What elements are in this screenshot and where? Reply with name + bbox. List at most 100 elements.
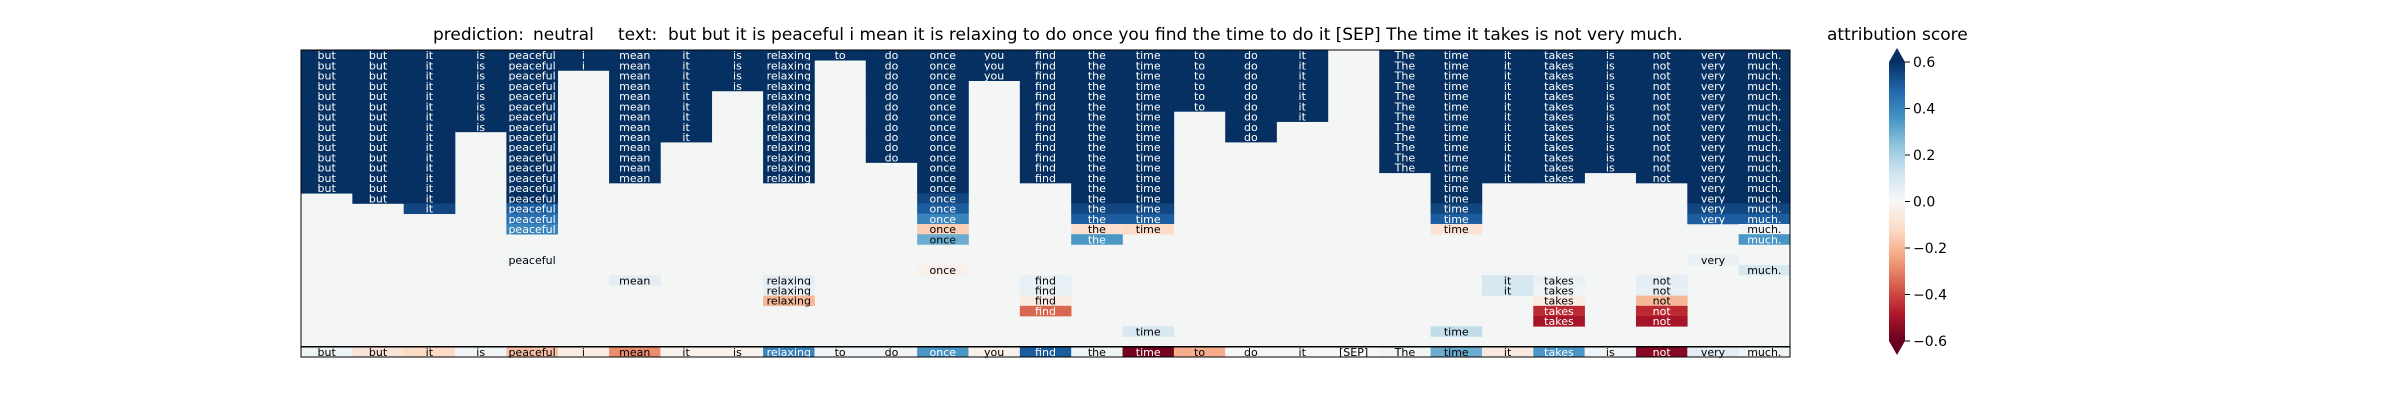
heatmap-cell-label: not (1653, 305, 1672, 318)
heatmap-cell (1276, 60, 1329, 71)
heatmap-cell-label: it (426, 192, 434, 205)
heatmap-cell-label: it (426, 111, 434, 124)
heatmap-cell (1276, 90, 1329, 102)
heatmap-cell (763, 101, 815, 112)
text-prefix: text: (618, 25, 657, 45)
heatmap-cell-label: much. (1747, 121, 1781, 134)
heatmap-cell-label: peaceful (508, 254, 555, 267)
heatmap-cell (1430, 142, 1483, 153)
heatmap-cell (1584, 70, 1637, 81)
heatmap-cell-label: it (426, 151, 434, 164)
heatmap-cell-label: peaceful (508, 213, 555, 226)
heatmap-cell (506, 172, 559, 184)
heatmap-cell (1533, 152, 1585, 163)
token-row-cell (1276, 346, 1329, 357)
heatmap-cell-label: do (885, 49, 899, 62)
heatmap-cell-label: much. (1747, 213, 1781, 226)
heatmap-cell (301, 183, 353, 194)
heatmap-cell-label: it (1504, 141, 1512, 154)
heatmap-cell-label: relaxing (767, 100, 811, 113)
heatmap-cell (1430, 152, 1483, 163)
heatmap-cell (1481, 131, 1534, 143)
heatmap-cell (1122, 162, 1175, 174)
heatmap-cell (1533, 142, 1585, 153)
heatmap-cell-label: do (885, 100, 899, 113)
heatmap-cell-label: the (1088, 70, 1106, 83)
heatmap-cell-label: not (1653, 172, 1672, 185)
heatmap-cell (1687, 111, 1739, 122)
heatmap-cell (1738, 131, 1791, 143)
heatmap-cell (1019, 142, 1072, 153)
heatmap-cell (557, 50, 610, 61)
heatmap-cell-label: once (930, 131, 957, 144)
prediction-prefix: prediction: (433, 25, 524, 45)
heatmap-cell (506, 111, 559, 122)
colorbar-tick-label: 0.6 (1913, 55, 1935, 71)
heatmap-cell-label: peaceful (508, 162, 555, 175)
token-row-cell (1533, 346, 1585, 357)
heatmap-cell-label: but (369, 121, 388, 134)
heatmap-cell-label: it (1299, 59, 1307, 72)
heatmap-cell (1481, 90, 1534, 102)
heatmap-cell (1019, 90, 1072, 102)
heatmap-cell (1225, 131, 1277, 143)
heatmap-cell (1635, 275, 1688, 286)
heatmap-cell (1430, 223, 1483, 235)
heatmap-cell-label: time (1136, 90, 1161, 103)
heatmap-cell (1122, 152, 1175, 163)
heatmap-cell-label: i (582, 59, 585, 72)
heatmap-cell (1379, 90, 1431, 102)
heatmap-cell (711, 70, 764, 81)
heatmap-cell-label: not (1653, 90, 1672, 103)
heatmap-cell (403, 80, 456, 92)
heatmap-cell-label: very (1701, 111, 1726, 124)
heatmap-cell (1687, 254, 1739, 266)
heatmap-cell-label: it (1504, 59, 1512, 72)
heatmap-cell-label: time (1444, 100, 1469, 113)
heatmap-cell-label: the (1088, 141, 1106, 154)
heatmap-cell-label: peaceful (508, 223, 555, 236)
heatmap-cell (609, 80, 661, 92)
heatmap-cell-label: do (885, 141, 899, 154)
heatmap-cell-label: once (930, 49, 957, 62)
heatmap-cell (917, 223, 969, 235)
heatmap-cell (609, 90, 661, 102)
token-row-cell (1430, 346, 1483, 357)
heatmap-cell-label: The (1394, 131, 1416, 144)
token-row-cell (1584, 346, 1637, 357)
heatmap-cell-label: the (1088, 80, 1106, 93)
token-row-label: is (733, 346, 742, 359)
heatmap-cell-label: find (1035, 80, 1056, 93)
heatmap-cell-label: The (1394, 49, 1416, 62)
heatmap-cell (403, 131, 456, 143)
heatmap-cell-label: time (1444, 111, 1469, 124)
heatmap-cell-label: not (1653, 100, 1672, 113)
heatmap-cell (352, 50, 404, 61)
heatmap-cell (506, 121, 559, 133)
heatmap-cell (506, 152, 559, 163)
heatmap-cell-label: very (1701, 213, 1726, 226)
heatmap-cell (455, 50, 507, 61)
heatmap-cell-label: to (1194, 90, 1205, 103)
heatmap-cell-label: The (1394, 80, 1416, 93)
heatmap-cell (352, 90, 404, 102)
heatmap-cell (1635, 60, 1688, 71)
heatmap-cell-label: it (1504, 49, 1512, 62)
heatmap-cell-label: but (369, 49, 388, 62)
heatmap-cell-label: it (1504, 70, 1512, 83)
heatmap-cell-label: is (733, 70, 742, 83)
heatmap-cell (1687, 203, 1739, 215)
heatmap-cell (403, 90, 456, 102)
heatmap-cell (301, 90, 353, 102)
heatmap-cell-label: takes (1544, 162, 1574, 175)
heatmap-cell-label: mean (619, 162, 650, 175)
heatmap-cell-label: much. (1747, 203, 1781, 216)
heatmap-cell (1019, 305, 1072, 317)
heatmap-cell (1533, 162, 1585, 174)
heatmap-cell (763, 275, 815, 286)
heatmap-cell-label: is (476, 100, 485, 113)
heatmap-cell (1584, 60, 1637, 71)
heatmap-cell (1430, 80, 1483, 92)
token-row-cell (557, 346, 610, 357)
token-row-label: time (1136, 346, 1161, 359)
